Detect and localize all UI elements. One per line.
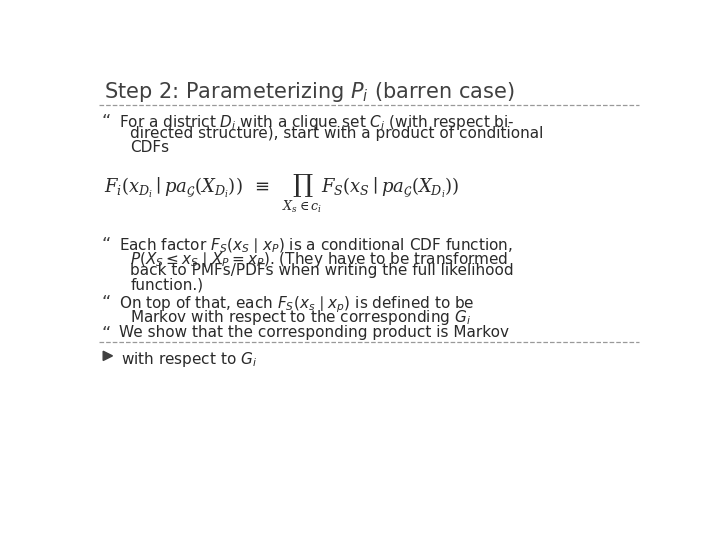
Text: “: “ bbox=[102, 112, 111, 131]
Text: “: “ bbox=[102, 236, 111, 254]
Text: “: “ bbox=[102, 325, 111, 343]
Text: function.): function.) bbox=[130, 278, 204, 292]
Text: directed structure), start with a product of conditional: directed structure), start with a produc… bbox=[130, 126, 544, 141]
Text: Step 2: Parameterizing $P_i$ (barren case): Step 2: Parameterizing $P_i$ (barren cas… bbox=[104, 80, 515, 104]
Polygon shape bbox=[103, 351, 112, 361]
Text: $F_i(x_{D_i} \mid pa_{\mathcal{G}}(X_{D_i})) \;\;\equiv\;\; \prod_{X_s \in c_i} : $F_i(x_{D_i} \mid pa_{\mathcal{G}}(X_{D_… bbox=[104, 173, 459, 215]
Text: Each factor $F_S(x_S \mid x_P)$ is a conditional CDF function,: Each factor $F_S(x_S \mid x_P)$ is a con… bbox=[120, 236, 513, 255]
Text: We show that the corresponding product is Markov: We show that the corresponding product i… bbox=[120, 325, 510, 340]
Text: CDFs: CDFs bbox=[130, 140, 169, 156]
Text: For a district $D_i$ with a clique set $C_i$ (with respect bi-: For a district $D_i$ with a clique set $… bbox=[120, 112, 515, 132]
Text: “: “ bbox=[102, 294, 111, 312]
Text: back to PMFs/PDFs when writing the full likelihood: back to PMFs/PDFs when writing the full … bbox=[130, 264, 514, 279]
Text: with respect to $G_i$: with respect to $G_i$ bbox=[121, 350, 257, 369]
Text: $P(X_S \leq x_S \mid X_P = x_P)$. (They have to be transformed: $P(X_S \leq x_S \mid X_P = x_P)$. (They … bbox=[130, 249, 508, 268]
Text: On top of that, each $F_S(x_s \mid x_p)$ is defined to be: On top of that, each $F_S(x_s \mid x_p)$… bbox=[120, 294, 475, 315]
Text: Markov with respect to the corresponding $G_i$: Markov with respect to the corresponding… bbox=[130, 308, 472, 327]
